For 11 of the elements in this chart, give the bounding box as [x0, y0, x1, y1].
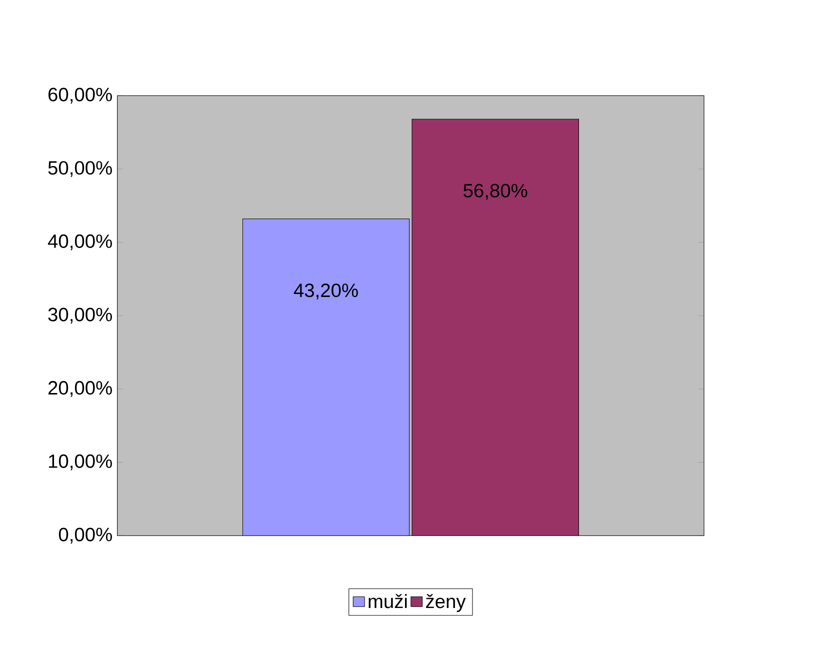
y-tick-label: 60,00% [48, 88, 112, 104]
legend-label: ženy [426, 594, 466, 612]
data-label: 43,20% [294, 284, 358, 300]
y-tick-label: 50,00% [48, 161, 112, 177]
legend-label: muži [368, 594, 407, 608]
y-tick-label: 30,00% [48, 308, 112, 324]
y-tick-label: 10,00% [48, 454, 112, 470]
y-tick-label: 40,00% [48, 234, 112, 250]
data-label: 56,80% [464, 184, 528, 200]
y-tick-label: 20,00% [48, 381, 112, 397]
y-tick-label: 0,00% [58, 528, 112, 544]
